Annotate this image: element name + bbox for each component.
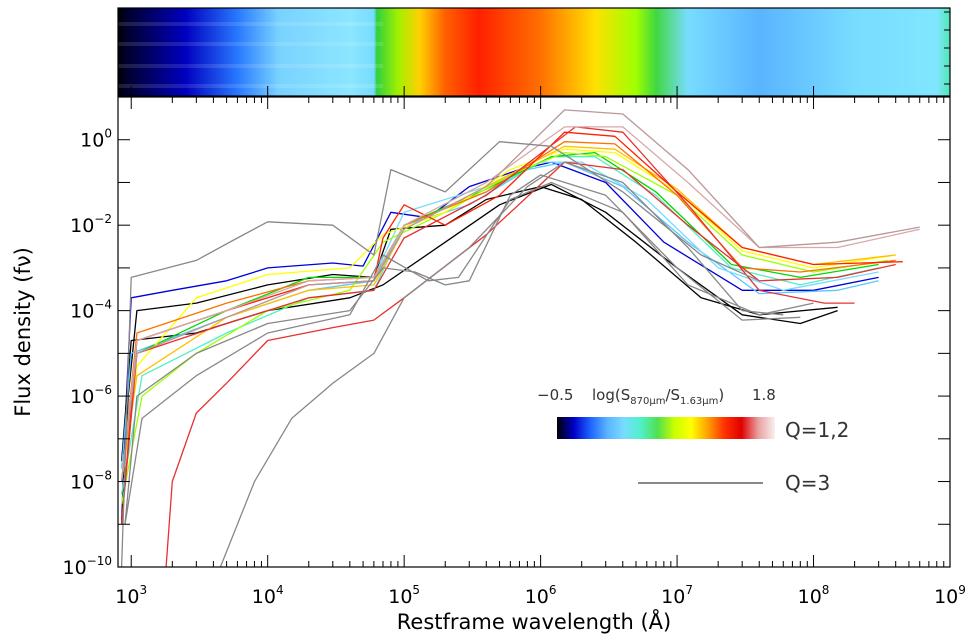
sed-curve xyxy=(120,151,888,505)
legend-q12-label: Q=1,2 xyxy=(785,418,849,442)
x-tick-label: 105 xyxy=(388,583,420,608)
colorbar-title-mid: /S xyxy=(665,386,680,404)
colorbar-title-sub2: 1.63μm xyxy=(680,396,718,407)
colorbar-max-label: 1.8 xyxy=(752,386,776,404)
x-axis-title: Restframe wavelength (Å) xyxy=(397,608,671,634)
sed-curve xyxy=(219,161,784,567)
sed-curve xyxy=(120,141,760,567)
colorbar-title-end: ) xyxy=(718,386,724,404)
plot-frame xyxy=(117,96,951,568)
sed-curve xyxy=(120,109,920,482)
sed-curve xyxy=(120,161,879,525)
y-tick-label: 10−6 xyxy=(70,383,112,408)
sed-curve xyxy=(120,126,855,525)
x-tick-label: 103 xyxy=(115,583,147,608)
y-tick-labels: 10−10 10−8 10−6 10−4 10−2 100 xyxy=(62,127,112,579)
y-tick-label: 100 xyxy=(80,127,112,152)
colorbar-legend: −0.5 log(S870μm/S1.63μm) 1.8 Q=1,2 xyxy=(537,386,849,442)
q3-legend: Q=3 xyxy=(638,471,830,495)
legend-q3-label: Q=3 xyxy=(785,471,830,495)
y-tick-label: 10−2 xyxy=(70,212,112,237)
y-tick-label: 10−4 xyxy=(70,298,112,323)
sed-curve xyxy=(124,174,801,525)
strip-fill xyxy=(118,8,950,96)
sed-curve xyxy=(120,156,879,495)
color-strip xyxy=(117,7,951,97)
x-tick-label: 106 xyxy=(525,583,557,608)
y-tick-label: 10−10 xyxy=(62,554,112,579)
strip-frame xyxy=(117,7,951,97)
colorbar-min-label: −0.5 xyxy=(537,386,573,404)
sed-curve xyxy=(124,181,814,525)
sed-curve xyxy=(120,185,838,525)
x-tick-label: 108 xyxy=(798,583,830,608)
y-tick-label: 10−8 xyxy=(70,469,112,494)
x-tick-label: 107 xyxy=(661,583,693,608)
colorbar-title-sub1: 870μm xyxy=(630,396,665,407)
series-layer xyxy=(120,109,920,567)
y-axis-title: Flux density (fν) xyxy=(11,247,35,417)
sed-curve xyxy=(120,131,903,525)
x-tick-label: 109 xyxy=(934,583,966,608)
sed-curve xyxy=(120,141,896,482)
colorbar-title: log(S870μm/S1.63μm) xyxy=(592,386,724,407)
x-tick-label: 104 xyxy=(252,583,284,608)
ticks-layer xyxy=(118,11,951,568)
strip-bands xyxy=(118,22,384,88)
colorbar xyxy=(557,417,775,439)
x-tick-labels: 103 104 105 106 107 108 109 xyxy=(115,583,966,608)
colorbar-title-main: log(S xyxy=(592,386,630,404)
